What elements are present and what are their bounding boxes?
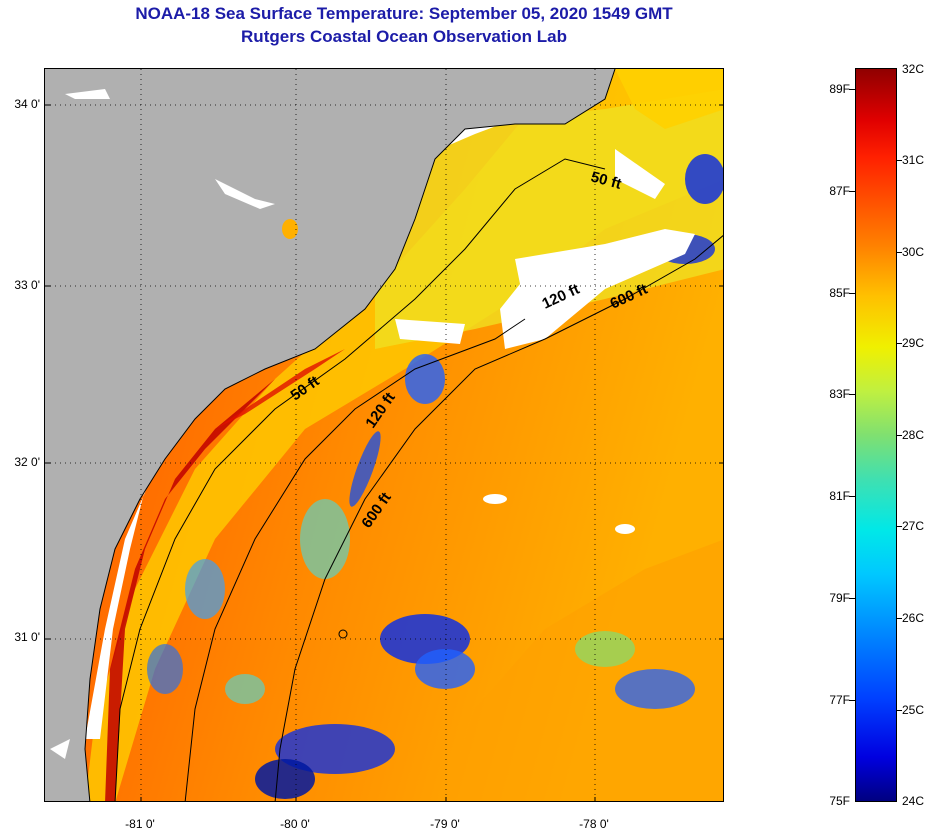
lat-lon-grid xyxy=(45,69,723,801)
colorbar-tick xyxy=(897,526,902,527)
colorbar-c-29: 29C xyxy=(902,336,925,350)
latitude-label-34: 34 0' xyxy=(14,97,40,111)
temperature-colorbar xyxy=(855,68,897,802)
colorbar-c-30: 30C xyxy=(902,245,925,259)
colorbar-tick xyxy=(897,252,902,253)
map-subtitle: Rutgers Coastal Ocean Observation Lab xyxy=(241,27,567,46)
colorbar-tick xyxy=(897,710,902,711)
colorbar-tick xyxy=(897,343,902,344)
colorbar-tick xyxy=(897,160,902,161)
longitude-label-79: -79 0' xyxy=(430,817,460,831)
depth-contours xyxy=(114,158,723,801)
colorbar-tick xyxy=(849,598,855,599)
colorbar-tick xyxy=(849,191,855,192)
colorbar-tick xyxy=(849,496,855,497)
offshore-yellow xyxy=(445,539,723,801)
sst-map-canvas: 50 ft 120 ft 600 ft 50 ft 120 ft 600 ft xyxy=(45,69,723,801)
colorbar-f-87: 87F xyxy=(829,184,850,198)
colorbar-f-89: 89F xyxy=(829,82,850,96)
sst-map[interactable]: 50 ft 120 ft 600 ft 50 ft 120 ft 600 ft xyxy=(44,68,724,802)
buoy-marker xyxy=(338,629,348,639)
land-cloud-specks xyxy=(50,89,298,759)
latitude-label-33: 33 0' xyxy=(14,278,40,292)
frame-ticks xyxy=(45,104,723,801)
colorbar-c-31: 31C xyxy=(902,153,925,167)
latitude-label-31: 31 0' xyxy=(14,630,40,644)
longitude-label-78: -78 0' xyxy=(579,817,609,831)
colorbar-tick xyxy=(897,618,902,619)
colorbar-c-27: 27C xyxy=(902,519,925,533)
colorbar-c-32: 32C xyxy=(902,62,925,76)
colorbar-tick xyxy=(897,435,902,436)
colorbar-tick xyxy=(849,394,855,395)
colorbar-tick xyxy=(849,700,855,701)
hot-coastal-strip xyxy=(105,369,285,801)
longitude-label-81: -81 0' xyxy=(125,817,155,831)
longitude-label-80: -80 0' xyxy=(280,817,310,831)
colorbar-c-28: 28C xyxy=(902,428,925,442)
map-title: NOAA-18 Sea Surface Temperature: Septemb… xyxy=(135,4,673,23)
colorbar-c-26: 26C xyxy=(902,611,925,625)
colorbar-tick xyxy=(849,293,855,294)
coastline xyxy=(84,69,616,801)
colorbar-f-79: 79F xyxy=(829,591,850,605)
land-mass xyxy=(45,69,615,801)
colorbar-f-77: 77F xyxy=(829,693,850,707)
latitude-label-32: 32 0' xyxy=(14,455,40,469)
colorbar-c-24: 24C xyxy=(902,794,925,808)
colorbar-f-83: 83F xyxy=(829,387,850,401)
colorbar-f-85: 85F xyxy=(829,286,850,300)
colorbar-tick xyxy=(849,89,855,90)
colorbar-f-75: 75F xyxy=(829,794,850,808)
north-shelf-band xyxy=(375,89,723,349)
colorbar-c-25: 25C xyxy=(902,703,925,717)
colorbar-f-81: 81F xyxy=(829,489,850,503)
